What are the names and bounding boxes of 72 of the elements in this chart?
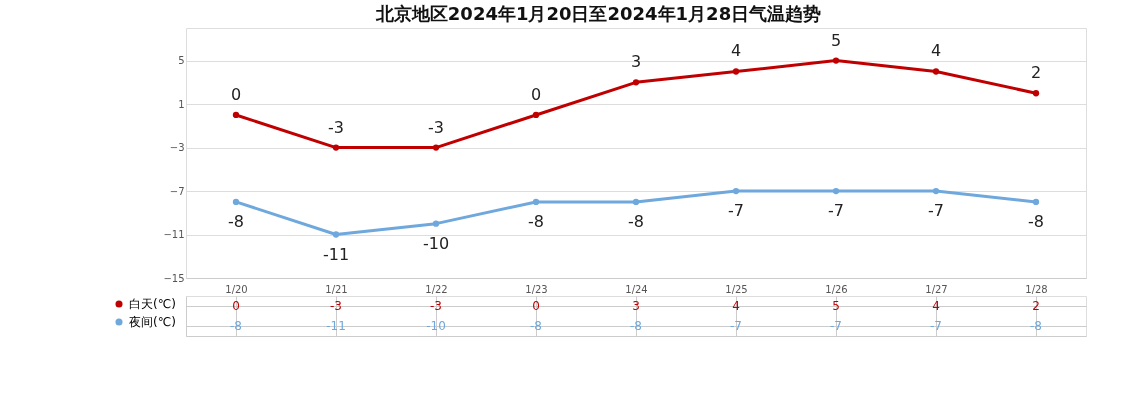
point: [632, 198, 640, 206]
data-label: -8: [530, 319, 542, 333]
y-tick-label: −7: [169, 185, 185, 197]
text: 4: [730, 41, 742, 61]
data-label: -8: [1030, 319, 1042, 333]
y-tick-label: 1: [178, 98, 185, 110]
text: -3: [328, 117, 344, 137]
x-tick-label: 1/23: [525, 283, 548, 295]
text: -7: [828, 201, 844, 221]
point: [1032, 198, 1040, 206]
text: 4: [930, 41, 942, 61]
y-tick-label: −15: [163, 272, 185, 284]
data-label: -8: [630, 319, 642, 333]
y-tick-label: −11: [163, 229, 185, 241]
point: [532, 111, 540, 119]
point: [832, 57, 840, 64]
data-label: -3: [430, 299, 442, 313]
text: -7: [728, 201, 744, 221]
point: [432, 220, 440, 227]
point: [932, 68, 940, 75]
text: 2: [1030, 63, 1042, 83]
point: [532, 198, 540, 206]
text: 0: [230, 84, 242, 104]
text: 0: [530, 84, 542, 104]
chart-title: 北京地区2024年1月20日至2024年1月28日气温趋势: [374, 2, 822, 24]
text: -11: [322, 244, 350, 264]
x-tick-label: 1/21: [325, 283, 348, 295]
text: -8: [1028, 211, 1044, 231]
point: [432, 144, 440, 151]
point: [1032, 90, 1040, 97]
data-label: -8: [230, 319, 242, 333]
x-tick-label: 1/20: [225, 283, 248, 295]
data-label: 3: [632, 299, 640, 313]
text: -8: [628, 211, 644, 231]
point: [732, 187, 740, 195]
x-tick-label: 1/25: [725, 283, 748, 295]
data-label: -7: [730, 319, 742, 333]
legend-label: 白天(℃): [129, 297, 176, 311]
x-tick-label: 1/27: [925, 283, 948, 295]
text: -10: [422, 233, 450, 253]
data-label: 2: [1032, 299, 1040, 313]
data-label: 0: [232, 299, 240, 313]
point: [932, 187, 940, 195]
point: [732, 68, 740, 75]
data-label: 4: [932, 299, 940, 313]
x-tick-label: 1/26: [825, 283, 848, 295]
point: [832, 187, 840, 195]
legend-label: 夜间(℃): [129, 315, 176, 329]
x-tick-label: 1/22: [425, 283, 448, 295]
point: [232, 111, 240, 119]
point: [632, 79, 640, 86]
text: -8: [528, 211, 544, 231]
y-tick-label: −3: [169, 142, 185, 154]
data-label: -3: [330, 299, 342, 313]
text: -7: [928, 201, 944, 221]
text: -3: [428, 117, 444, 137]
data-label: 4: [732, 299, 740, 313]
point: [232, 198, 240, 206]
text: -8: [228, 211, 244, 231]
data-label: -10: [426, 319, 446, 333]
data-label: -7: [830, 319, 842, 333]
text: 5: [830, 30, 842, 50]
text: 3: [630, 52, 642, 72]
y-tick-label: 5: [178, 55, 185, 67]
data-label: 5: [832, 299, 840, 313]
x-tick-label: 1/28: [1025, 283, 1048, 295]
point: [332, 231, 340, 238]
x-tick-label: 1/24: [625, 283, 648, 295]
data-label: 0: [532, 299, 540, 313]
point: [332, 144, 340, 151]
data-label: -7: [930, 319, 942, 333]
data-label: -11: [326, 319, 346, 333]
